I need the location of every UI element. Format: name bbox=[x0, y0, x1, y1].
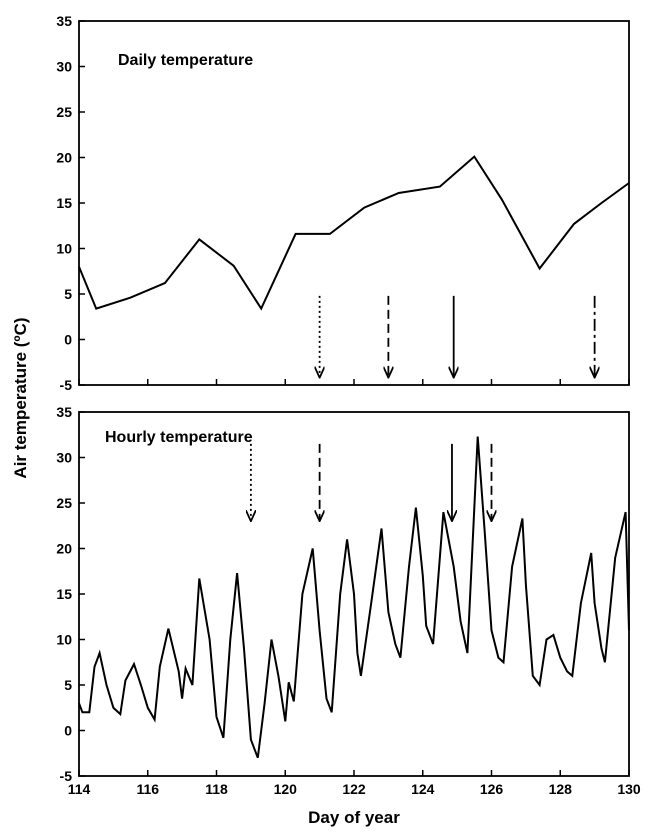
x-tick-label: 124 bbox=[411, 781, 435, 797]
y-tick-label: 0 bbox=[64, 332, 72, 348]
x-tick-label: 118 bbox=[205, 781, 228, 797]
top-panel: -5 0 5 10 15 20 25 30 35 Daily temperature bbox=[56, 13, 630, 393]
y-tick-label: 0 bbox=[64, 723, 72, 739]
y-tick-label: 20 bbox=[56, 541, 72, 557]
y-tick-label: 5 bbox=[64, 677, 72, 693]
y-tick-label: 35 bbox=[56, 13, 72, 29]
y-tick-label: 5 bbox=[64, 286, 72, 302]
y-tick-label: 25 bbox=[56, 104, 72, 120]
top-panel-frame bbox=[78, 20, 630, 386]
y-tick-label: 20 bbox=[56, 150, 72, 166]
y-tick-label: -5 bbox=[60, 377, 73, 393]
x-tick-label: 120 bbox=[274, 781, 298, 797]
x-tick-label: 128 bbox=[549, 781, 573, 797]
x-axis-title: Day of year bbox=[308, 808, 400, 827]
top-panel-title: Daily temperature bbox=[118, 52, 253, 69]
bottom-panel: -5 0 5 10 15 20 25 30 35 114 116 118 120 122 124 126 12… bbox=[56, 404, 640, 797]
y-tick-label: 25 bbox=[56, 495, 72, 511]
bottom-panel-title: Hourly temperature bbox=[105, 429, 253, 446]
y-tick-label: 35 bbox=[56, 404, 72, 420]
y-tick-label: 15 bbox=[56, 195, 72, 211]
y-axis-title: Air temperature (ºC) bbox=[11, 317, 30, 478]
x-tick-label: 122 bbox=[342, 781, 366, 797]
hourly-temperature-line bbox=[78, 436, 630, 759]
y-tick-label: 30 bbox=[56, 59, 72, 75]
y-tick-label: 15 bbox=[56, 586, 72, 602]
y-tick-label: 30 bbox=[56, 450, 72, 466]
x-tick-label: 116 bbox=[136, 781, 159, 797]
daily-temperature-line bbox=[78, 155, 630, 311]
x-tick-label: 114 bbox=[68, 781, 91, 797]
y-tick-label: 10 bbox=[56, 241, 72, 257]
y-tick-label: -5 bbox=[60, 768, 73, 784]
x-tick-label: 126 bbox=[480, 781, 504, 797]
y-tick-label: 10 bbox=[56, 632, 72, 648]
x-tick-label: 130 bbox=[617, 781, 641, 797]
